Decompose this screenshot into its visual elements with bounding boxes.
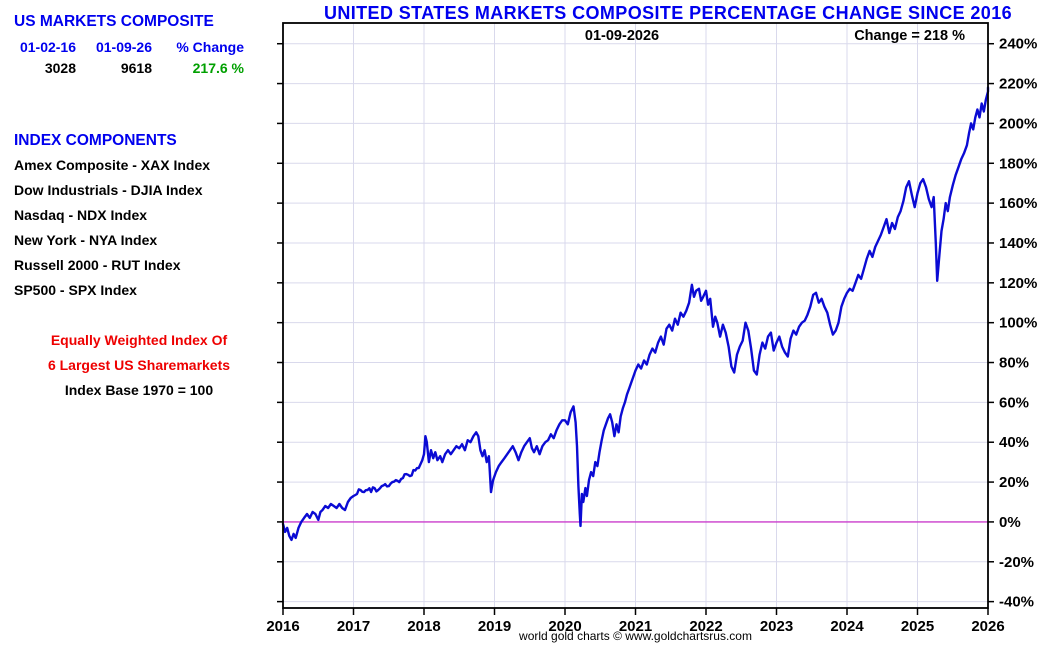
component-item: Nasdaq - NDX Index: [14, 207, 148, 223]
note-line-2: 6 Largest US Sharemarkets: [47, 357, 231, 373]
x-tick-label: 2020: [548, 618, 581, 635]
y-tick-label: 180%: [999, 155, 1037, 172]
component-item: Russell 2000 - RUT Index: [14, 257, 181, 273]
y-tick-label: 20%: [999, 474, 1029, 491]
x-tick-label: 2019: [478, 618, 511, 635]
y-tick-label: 200%: [999, 115, 1037, 132]
components-title: INDEX COMPONENTS: [14, 132, 177, 149]
panel-title: US MARKETS COMPOSITE: [14, 13, 214, 30]
y-tick-label: 0%: [999, 514, 1021, 531]
component-item: Amex Composite - XAX Index: [14, 157, 211, 173]
component-item: SP500 - SPX Index: [14, 282, 137, 298]
change-value: 217.6 %: [192, 60, 244, 76]
x-tick-label: 2017: [337, 618, 370, 635]
x-tick-label: 2024: [830, 618, 864, 635]
start-value: 3028: [44, 60, 76, 76]
x-tick-label: 2018: [407, 618, 440, 635]
stats-value-row: 3028 9618 217.6 %: [0, 60, 244, 76]
chart-footer: world gold charts © www.goldchartsrus.co…: [519, 629, 752, 643]
y-tick-label: 80%: [999, 355, 1029, 372]
y-tick-label: 100%: [999, 315, 1037, 332]
component-item: Dow Industrials - DJIA Index: [14, 182, 203, 198]
end-value: 9618: [120, 60, 152, 76]
chart-title: UNITED STATES MARKETS COMPOSITE PERCENTA…: [323, 3, 1013, 23]
y-tick-label: 40%: [999, 434, 1029, 451]
y-tick-label: 60%: [999, 394, 1029, 411]
start-date-header: 01-02-16: [19, 39, 76, 55]
x-tick-label: 2022: [689, 618, 722, 635]
stats-header-row: 01-02-16 01-09-26 % Change: [0, 39, 244, 55]
series-line: [281, 86, 990, 542]
change-annotation: Change = 218 %: [854, 28, 965, 44]
component-item: New York - NYA Index: [14, 232, 158, 248]
y-tick-label: 220%: [999, 76, 1037, 93]
y-tick-label: 140%: [999, 235, 1037, 252]
end-date-header: 01-09-26: [95, 39, 152, 55]
change-header: % Change: [176, 39, 244, 55]
note-line-1: Equally Weighted Index Of: [50, 332, 228, 348]
note-base: Index Base 1970 = 100: [64, 382, 214, 398]
components-list: Amex Composite - XAX Index Dow Industria…: [14, 153, 210, 303]
info-panel: US MARKETS COMPOSITE 01-02-16 01-09-26 %…: [0, 0, 278, 650]
y-tick-label: -20%: [999, 554, 1034, 571]
y-tick-label: 160%: [999, 195, 1037, 212]
y-tick-label: -40%: [999, 594, 1034, 611]
x-tick-label: 2026: [971, 618, 1004, 635]
date-annotation: 01-09-2026: [585, 28, 659, 44]
y-tick-label: 120%: [999, 275, 1037, 292]
index-note: Equally Weighted Index Of 6 Largest US S…: [0, 328, 278, 403]
x-tick-label: 2023: [760, 618, 793, 635]
y-tick-label: 240%: [999, 36, 1037, 53]
x-tick-label: 2021: [619, 618, 652, 635]
x-tick-label: 2016: [266, 618, 299, 635]
x-tick-label: 2025: [901, 618, 934, 635]
